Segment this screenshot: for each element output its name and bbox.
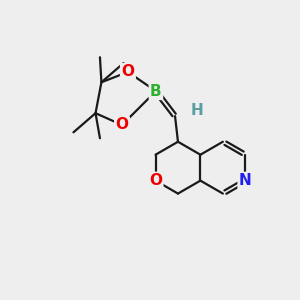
- Text: O: O: [122, 64, 134, 80]
- Text: N: N: [239, 173, 252, 188]
- Text: O: O: [116, 118, 128, 133]
- Text: H: H: [190, 103, 203, 118]
- Text: O: O: [149, 173, 162, 188]
- Text: B: B: [150, 84, 162, 99]
